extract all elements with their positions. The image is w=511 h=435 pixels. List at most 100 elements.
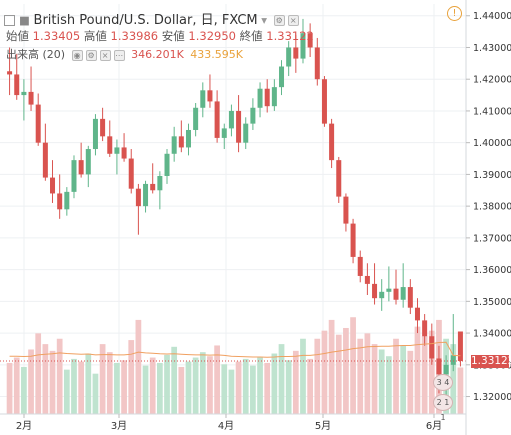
volume-bar bbox=[328, 319, 335, 414]
candle-body bbox=[286, 47, 292, 67]
candle-body bbox=[78, 160, 84, 175]
volume-bar bbox=[393, 338, 399, 414]
candle-body bbox=[236, 110, 242, 143]
volume-bar bbox=[207, 356, 213, 414]
volume-bar bbox=[28, 349, 34, 414]
candle-body bbox=[128, 158, 134, 189]
candle-body bbox=[71, 160, 77, 192]
volume-bar bbox=[128, 340, 135, 414]
candle-body bbox=[50, 177, 56, 194]
volume-bar bbox=[199, 352, 206, 414]
volume-bar bbox=[343, 327, 349, 414]
volume-bar bbox=[321, 330, 328, 414]
candle-body bbox=[150, 183, 156, 191]
volume-bar bbox=[6, 362, 13, 414]
candle-body bbox=[350, 223, 356, 257]
volume-bar bbox=[121, 360, 127, 414]
event-flag-icon[interactable]: 2 1 1 bbox=[433, 394, 453, 422]
volume-bar bbox=[378, 349, 385, 414]
chart-title-row: ■ British Pound/U.S. Dollar, 日, FXCM ▾ ⚙… bbox=[4, 9, 299, 28]
volume-bar bbox=[42, 344, 49, 414]
candle-body bbox=[293, 47, 299, 59]
close-icon[interactable]: × bbox=[287, 15, 299, 26]
more-icon[interactable]: ⋯ bbox=[113, 49, 125, 61]
volume-bar bbox=[78, 361, 85, 414]
candle-body bbox=[364, 275, 370, 284]
volume-bar bbox=[56, 338, 63, 414]
ohlc-row: 始値 1.33405 高値 1.33986 安値 1.32950 終値 1.33… bbox=[6, 28, 314, 44]
candle-body bbox=[14, 74, 20, 96]
volume-bar bbox=[457, 367, 464, 414]
price-tick-label: 1.36000 bbox=[473, 265, 511, 276]
price-tick-label: 1.39000 bbox=[473, 170, 511, 181]
candle-body bbox=[200, 90, 206, 108]
candle-body bbox=[307, 33, 313, 48]
candle-body bbox=[314, 47, 320, 80]
candle-body bbox=[250, 107, 256, 124]
collapse-icon[interactable] bbox=[4, 15, 15, 26]
volume-value: 346.201K bbox=[131, 48, 184, 61]
last-price-tag: 1.33122 bbox=[471, 355, 511, 368]
volume-bar bbox=[250, 365, 256, 414]
candle-body bbox=[450, 355, 456, 365]
low-label: 安値 bbox=[161, 29, 185, 43]
volume-bar bbox=[242, 358, 249, 414]
high-label: 高値 bbox=[83, 29, 107, 43]
volume-bar bbox=[364, 333, 371, 414]
candle-body bbox=[7, 71, 13, 75]
volume-bar bbox=[371, 344, 378, 414]
alert-icon[interactable]: ! bbox=[447, 6, 462, 21]
volume-bar bbox=[300, 338, 306, 414]
candle-body bbox=[214, 101, 220, 138]
settings-icon[interactable]: ⚙ bbox=[85, 49, 97, 61]
candle-body bbox=[243, 123, 249, 143]
volume-bar bbox=[292, 350, 299, 414]
symbol-marker-icon: ■ bbox=[19, 13, 30, 27]
candle-body bbox=[221, 128, 227, 138]
price-tick-label: 1.35000 bbox=[473, 297, 511, 308]
volume-bar bbox=[285, 360, 292, 414]
price-tick-label: 1.34000 bbox=[473, 329, 511, 340]
high-value: 1.33986 bbox=[110, 29, 159, 43]
visibility-icon[interactable]: ◉ bbox=[71, 49, 83, 61]
candle-body bbox=[28, 91, 34, 105]
candle-body bbox=[321, 79, 327, 124]
candle-body bbox=[121, 147, 127, 159]
candle-body bbox=[35, 104, 41, 143]
volume-bar bbox=[114, 362, 120, 414]
time-tick-label: 4月 bbox=[218, 420, 234, 432]
candle-body bbox=[393, 288, 399, 300]
volume-bar bbox=[314, 338, 321, 414]
candle-body bbox=[264, 88, 270, 107]
volume-bar bbox=[13, 357, 20, 414]
candle-body bbox=[443, 364, 449, 375]
open-label: 始値 bbox=[6, 29, 29, 43]
open-value: 1.33405 bbox=[32, 29, 81, 43]
candle-body bbox=[85, 149, 91, 175]
volume-bar bbox=[264, 362, 271, 414]
candle-body bbox=[357, 256, 363, 276]
volume-bar bbox=[271, 353, 278, 414]
chevron-down-icon[interactable]: ▾ bbox=[261, 13, 268, 27]
candle-body bbox=[343, 196, 349, 224]
volume-bar bbox=[164, 354, 170, 414]
close-icon[interactable]: × bbox=[99, 49, 111, 61]
volume-bar bbox=[214, 345, 220, 414]
candle-body bbox=[114, 147, 120, 154]
event-flag-icon[interactable]: 3 4 bbox=[433, 374, 453, 391]
volume-bar bbox=[92, 373, 99, 414]
candle-body bbox=[336, 160, 342, 197]
time-tick-label: 2月 bbox=[16, 420, 32, 432]
price-tick-label: 1.42000 bbox=[473, 75, 511, 86]
candle-body bbox=[21, 91, 27, 96]
volume-bar bbox=[85, 353, 92, 414]
close-value: 1.33122 bbox=[266, 29, 314, 43]
volume-bar bbox=[428, 330, 435, 414]
volume-bar bbox=[49, 350, 56, 414]
settings-icon[interactable]: ⚙ bbox=[273, 15, 285, 26]
indicator-row: 出来高 (20) ◉ ⚙ × ⋯ 346.201K 433.595K bbox=[6, 46, 243, 62]
indicator-label: 出来高 (20) bbox=[6, 48, 66, 61]
volume-bar bbox=[278, 344, 285, 414]
volume-bar bbox=[185, 361, 192, 414]
